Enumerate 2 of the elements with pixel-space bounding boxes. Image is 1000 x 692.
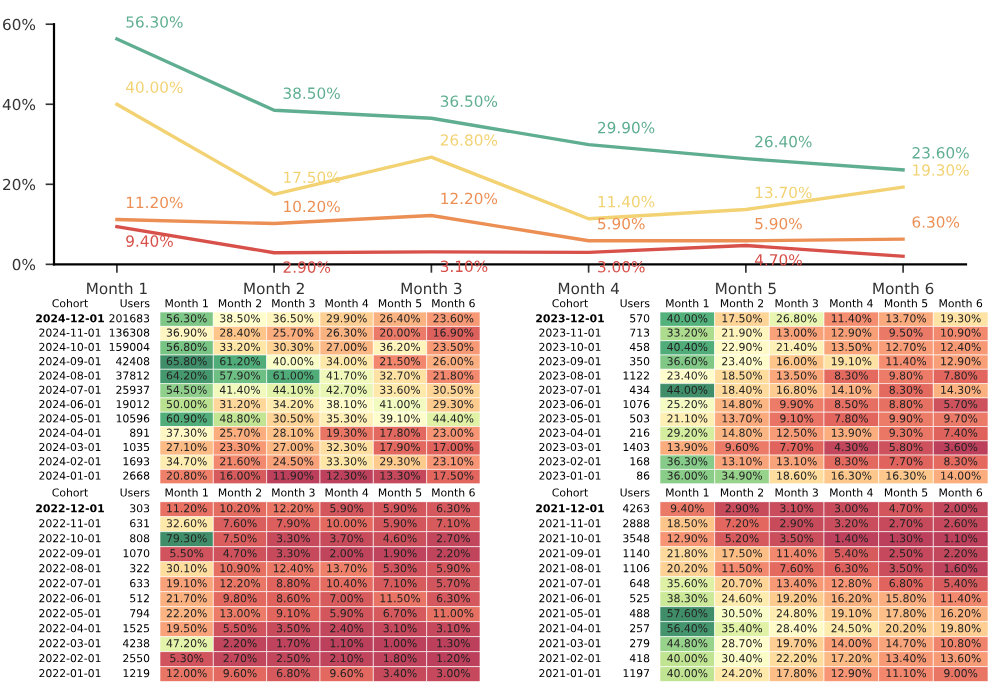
line-series xyxy=(115,213,905,243)
line-series xyxy=(115,37,905,172)
